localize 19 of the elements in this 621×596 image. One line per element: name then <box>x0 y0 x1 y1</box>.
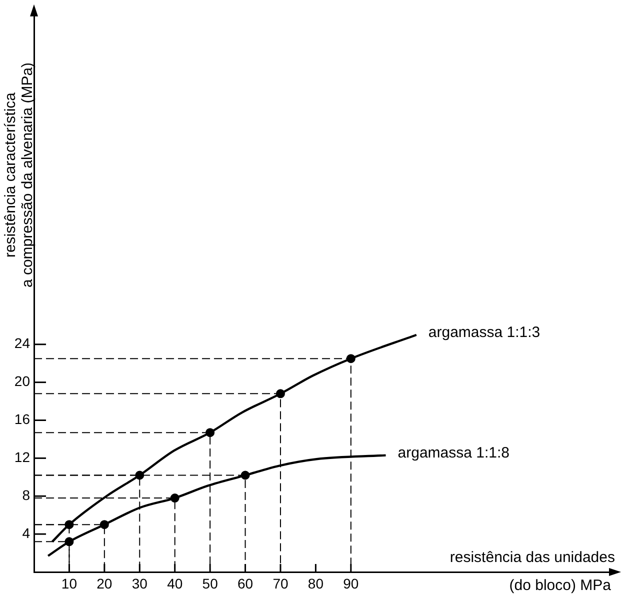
y-tick-label: 4 <box>22 524 30 541</box>
x-tick-label: 90 <box>343 575 359 592</box>
series-label: argamassa 1:1:3 <box>428 324 540 342</box>
y-tick-label: 24 <box>14 335 30 352</box>
y-tick-label: 8 <box>22 486 30 503</box>
series-label: argamassa 1:1:8 <box>398 444 510 462</box>
y-tick-label: 20 <box>14 373 30 390</box>
x-tick-label: 10 <box>61 575 78 592</box>
x-tick-label: 50 <box>202 575 218 592</box>
x-tick-label: 40 <box>167 575 183 592</box>
x-tick-label: 70 <box>272 575 288 592</box>
y-axis-title: resistência característica a compressão da alvenaria (MPa) <box>2 62 36 288</box>
y-tick-label: 12 <box>14 449 30 466</box>
x-tick-label: 30 <box>132 575 148 592</box>
x-axis-title: resistência das unidades (do bloco) MPa <box>450 549 615 594</box>
x-tick-label: 60 <box>237 575 254 592</box>
y-tick-label: 16 <box>14 411 30 428</box>
x-tick-label: 80 <box>308 575 324 592</box>
x-tick-label: 20 <box>96 575 112 592</box>
